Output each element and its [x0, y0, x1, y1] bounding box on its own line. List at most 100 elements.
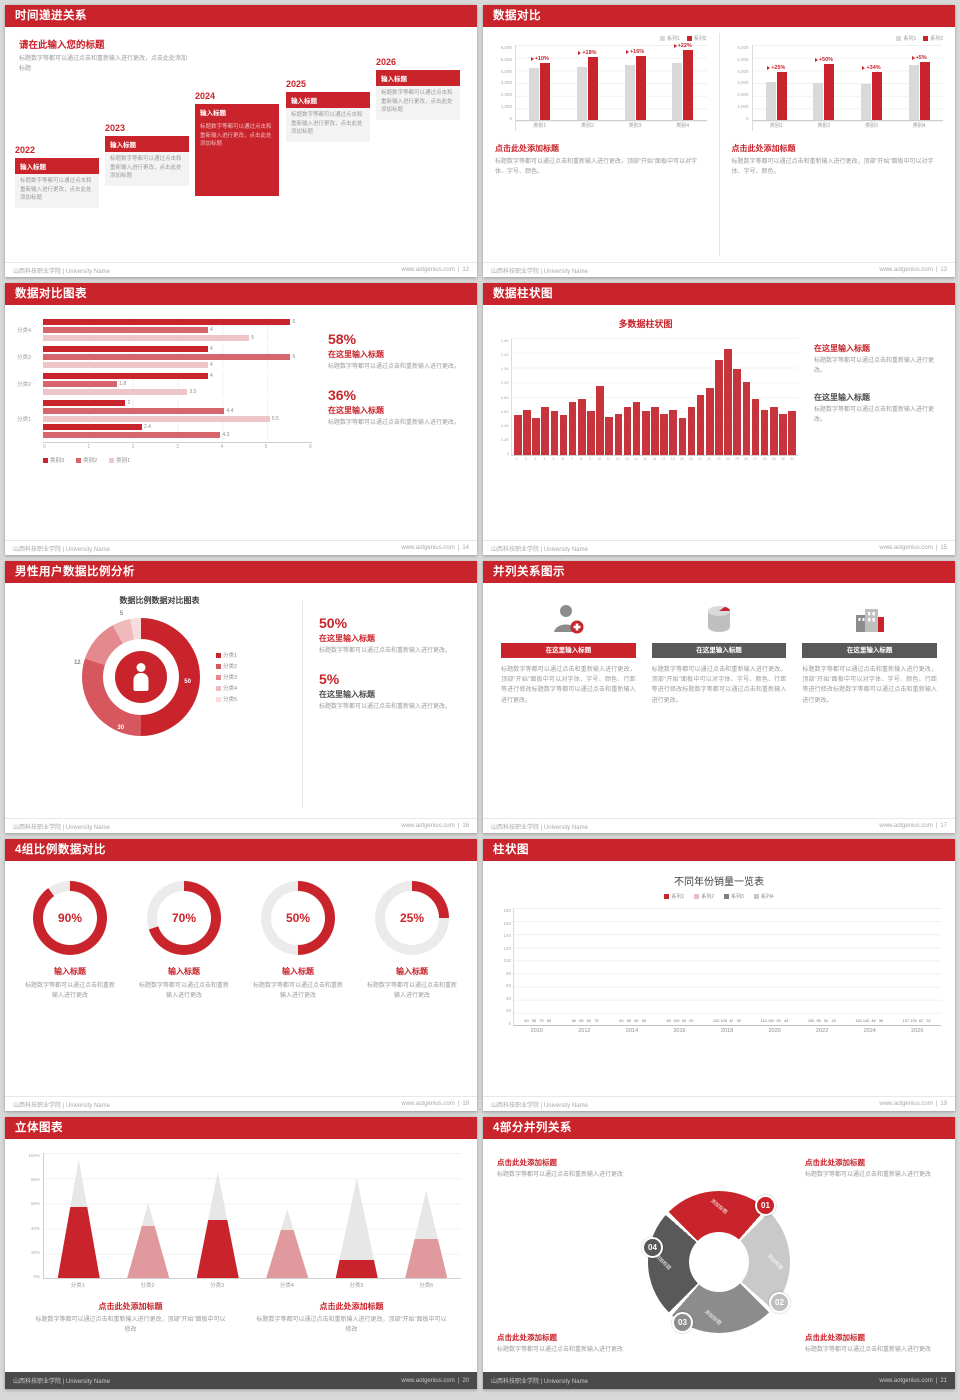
- x-tick-label: 5: [552, 457, 555, 461]
- bar: [43, 381, 118, 387]
- value-label: 90: [619, 1019, 624, 1023]
- cone-shape: [266, 1209, 309, 1278]
- slide-20-cone-chart[interactable]: 立体图表 100% 80% 60% 40% 20% 0% 分类1 分类2 分类3 分类4 分类5 分…: [5, 1117, 477, 1389]
- bars: 2 4.4 5.5 2.4 4.3: [43, 399, 312, 439]
- x-tick-label: 28: [762, 457, 767, 461]
- stat-block: 36% 在这里输入标题 标题数字等都可以通过点击和重新输入进行更改。: [328, 387, 465, 429]
- footer-separator: |: [457, 1101, 460, 1107]
- slide-16-donut-analysis[interactable]: 男性用户数据比例分析 数据比例数据对比图表 5 12 50 30: [5, 561, 477, 833]
- slide-13-data-compare[interactable]: 数据对比 系列1 系列2 6,000 5,000 4,000 3,000 2,000 1,00…: [483, 5, 955, 277]
- legend-item: 分类5: [215, 695, 237, 703]
- value-label: 150: [807, 1019, 815, 1023]
- legend-label: 系列1: [903, 36, 917, 42]
- y-tick-label: 20%: [30, 1249, 40, 1255]
- legend-swatch: [215, 652, 221, 658]
- slide-19-grouped-columns[interactable]: 柱状图 不同年份销量一览表 系列1 系列2 系列3 系列4 180 160 140 120 1…: [483, 839, 955, 1111]
- legend-item: 类别2: [76, 456, 97, 464]
- bar-line: 6: [43, 318, 312, 326]
- slide-footer: 山西科技职业学院 | University Name www.aotgenius…: [5, 1096, 477, 1111]
- arrow-icon: [530, 56, 534, 61]
- value-label: 43: [831, 1019, 836, 1023]
- donut-chart-block: 数据比例数据对比图表 5 12 50 30 分类1 分类2 分类3 分类: [17, 591, 302, 818]
- chart-area: 6,000 5,000 4,000 3,000 2,000 1,000 0 +10% 类别1 +1…: [495, 43, 707, 131]
- bar: [769, 406, 778, 455]
- block-heading: 点击此处添加标题: [98, 1302, 163, 1311]
- segment-value-label: 50: [184, 679, 191, 686]
- legend-swatch: [215, 674, 221, 680]
- slide-title: 立体图表: [5, 1117, 477, 1139]
- slide-title: 数据对比图表: [5, 283, 477, 305]
- legend-item: 分类2: [215, 662, 237, 670]
- bars: 4 1.8 3.5: [43, 372, 312, 396]
- gauge-body: 标题数字等都可以通过点击和重新输入进行更改: [366, 983, 457, 999]
- legend-item: 类别1: [109, 456, 130, 464]
- footer-separator: |: [935, 1101, 938, 1107]
- bars: [672, 50, 694, 121]
- cone-shape: [335, 1178, 378, 1278]
- bar: [596, 385, 604, 455]
- value-label: 5.5: [271, 416, 279, 422]
- group-label: 分类1: [17, 417, 32, 423]
- x-tick-label: 18: [670, 457, 675, 461]
- legend-swatch: [753, 894, 759, 899]
- bar-group: +50% 类别2: [813, 45, 835, 131]
- parallel-item: 在这里输入标题 标题数字等都可以通过点击和重新输入进行更改，顶部“开始”面板中可…: [651, 597, 787, 818]
- bar: [724, 348, 732, 455]
- bar: [751, 399, 760, 455]
- chart-title: 不同年份销量一览表: [674, 877, 764, 888]
- value-label: 120: [713, 1019, 720, 1023]
- footer-org: 山西科技职业学院 | University Name: [13, 546, 110, 553]
- footer-page-number: 20: [462, 1377, 469, 1384]
- slide-12-timeline[interactable]: 时间递进关系 请在此输入您的标题 标题数字等都可以通过点击和重新输入进行更改，点…: [5, 5, 477, 277]
- slide-15-column-chart[interactable]: 数据柱状图 多数据柱状图 1.6K 1.4K 1.2K 1.0K 0.8K 0.6K 0.4…: [483, 283, 955, 555]
- x-tick-label: 17: [661, 457, 666, 461]
- bar-groups: 分类4 6 4 5 分类3 4 6 4 分类2 4 1.8 3.5 分类1 2 4.4 5.5 2.4 4.3: [17, 315, 312, 442]
- stat-heading: 在这里输入标题: [328, 350, 384, 359]
- bar: [43, 319, 291, 325]
- legend-swatch: [215, 663, 221, 669]
- footer-separator: |: [935, 1377, 938, 1384]
- value-label: 60: [586, 1019, 592, 1023]
- stat-percent: 36%: [328, 386, 357, 403]
- y-axis: 6,000 5,000 4,000 3,000 2,000 1,000 0: [495, 45, 515, 121]
- bar: [43, 373, 208, 379]
- footer-page-info: www.aotgenius.com | 18: [398, 1101, 469, 1107]
- legend-swatch: [215, 696, 221, 702]
- y-tick-label: 0.6K: [500, 408, 509, 414]
- block-heading: 点击此处添加标题: [319, 1302, 384, 1311]
- bar: [43, 362, 208, 368]
- block-heading: 点击此处添加标题: [805, 1158, 865, 1167]
- footer-separator: |: [935, 267, 938, 273]
- slide-14-compare-chart[interactable]: 数据对比图表 分类4 6 4 5 分类3 4 6 4 分类2 4 1.8 3.5 分类1 2 4.4 5.5 2…: [5, 283, 477, 555]
- segment-value-label: 5: [119, 611, 124, 617]
- bar: [651, 406, 659, 455]
- legend-item: 系列1: [664, 893, 684, 900]
- y-axis: 180 160 140 120 100 80 60 40 20 0: [497, 908, 513, 1026]
- slide-21-four-part-cycle[interactable]: 4部分并列关系 点击此处添加标题 标题数字等都可以通过点击和重新输入进行更改 点…: [483, 1117, 955, 1389]
- x-category-label: 类别2: [817, 123, 831, 129]
- footer-page-number: 19: [940, 1101, 947, 1107]
- x-tick-label: 16: [652, 457, 657, 461]
- value-label: 42: [729, 1019, 734, 1023]
- bar-series-1: [861, 84, 872, 121]
- footer-page-number: 16: [462, 823, 469, 829]
- bar-percent-label: +34%: [862, 65, 881, 71]
- divider: [718, 33, 720, 256]
- x-tick-label: 24: [725, 457, 730, 461]
- bar: [742, 381, 751, 455]
- y-tick-label: 160: [503, 920, 511, 926]
- bar: [705, 387, 714, 455]
- bar: [514, 414, 522, 455]
- bars: [624, 56, 646, 121]
- bar-series-1: [529, 67, 540, 121]
- slide-18-ratio-gauges[interactable]: 4组比例数据对比 90% 输入标题 标题数字等都可以通过点击和重新输入进行更改 …: [5, 839, 477, 1111]
- legend-label: 类别3: [50, 458, 65, 464]
- slide-17-parallel-diagram[interactable]: 并列关系图示 在这里输入标题 标题数字等都可以通过点击和重新输入进行更改，顶部“…: [483, 561, 955, 833]
- timeline-card: 2025 输入标题 标题数字等都可以通过点击和重新输入进行更改，点击此处添加标题: [286, 79, 370, 142]
- x-category-label: 类别1: [533, 123, 547, 129]
- value-label: 55: [641, 1019, 646, 1023]
- plot-area: [43, 1153, 461, 1279]
- database-icon: [652, 597, 787, 643]
- legend-label: 系列1: [671, 894, 685, 900]
- segment-value-label: 30: [117, 725, 125, 731]
